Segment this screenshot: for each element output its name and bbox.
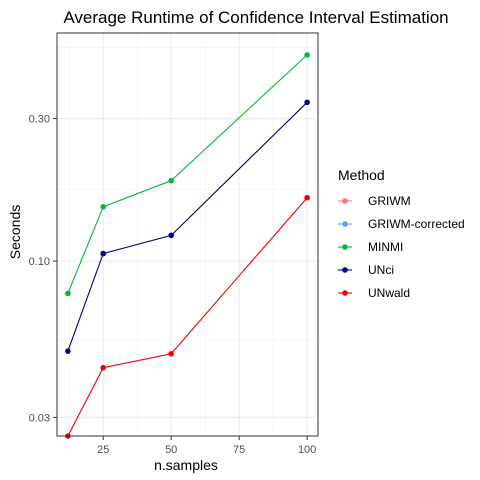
legend-label-griwm: GRIWM bbox=[368, 194, 411, 208]
y-tick-label: 0.30 bbox=[29, 114, 50, 126]
data-point-minmi bbox=[100, 204, 107, 210]
data-point-minmi bbox=[168, 177, 174, 184]
legend: Method GRIWM GRIWM-corrected MINMI UNci UNwa… bbox=[338, 167, 465, 300]
x-axis-title: n.samples bbox=[154, 457, 218, 473]
plot-panel bbox=[57, 33, 318, 439]
data-point-unci bbox=[304, 99, 310, 106]
legend-label-minmi: MINMI bbox=[368, 240, 403, 254]
y-axis-title: Seconds bbox=[7, 205, 23, 259]
legend-title: Method bbox=[338, 167, 385, 183]
x-tick-label: 75 bbox=[233, 444, 245, 456]
data-point-unwald bbox=[100, 364, 107, 371]
data-point-unwald bbox=[168, 350, 174, 357]
legend-label-unwald: UNwald bbox=[368, 286, 410, 300]
y-tick-label: 0.03 bbox=[29, 412, 50, 424]
series-line-unci bbox=[67, 101, 308, 352]
legend-key-point-griwm bbox=[342, 198, 348, 204]
y-tick-label: 0.10 bbox=[29, 256, 50, 268]
data-point-minmi bbox=[65, 290, 71, 297]
data-point-minmi bbox=[304, 52, 310, 58]
legend-key-point-unci bbox=[342, 267, 348, 273]
series-line-minmi bbox=[67, 54, 308, 294]
series-line-unwald bbox=[67, 197, 308, 437]
x-tick-label: 25 bbox=[97, 444, 109, 456]
legend-key-point-unwald bbox=[342, 290, 348, 296]
legend-label-unci: UNci bbox=[368, 263, 394, 277]
legend-label-griwm-corrected: GRIWM-corrected bbox=[368, 217, 465, 231]
x-tick-label: 100 bbox=[298, 444, 316, 456]
data-point-unwald bbox=[304, 194, 310, 201]
data-point-unci bbox=[168, 232, 174, 239]
data-point-unci bbox=[65, 348, 71, 354]
x-tick-label: 50 bbox=[165, 444, 177, 456]
chart-title: Average Runtime of Confidence Interval E… bbox=[63, 8, 448, 27]
plot-border bbox=[56, 32, 319, 437]
legend-key-point-griwm-corrected bbox=[342, 221, 348, 227]
legend-key-point-minmi bbox=[342, 244, 348, 250]
data-point-unci bbox=[100, 250, 107, 257]
